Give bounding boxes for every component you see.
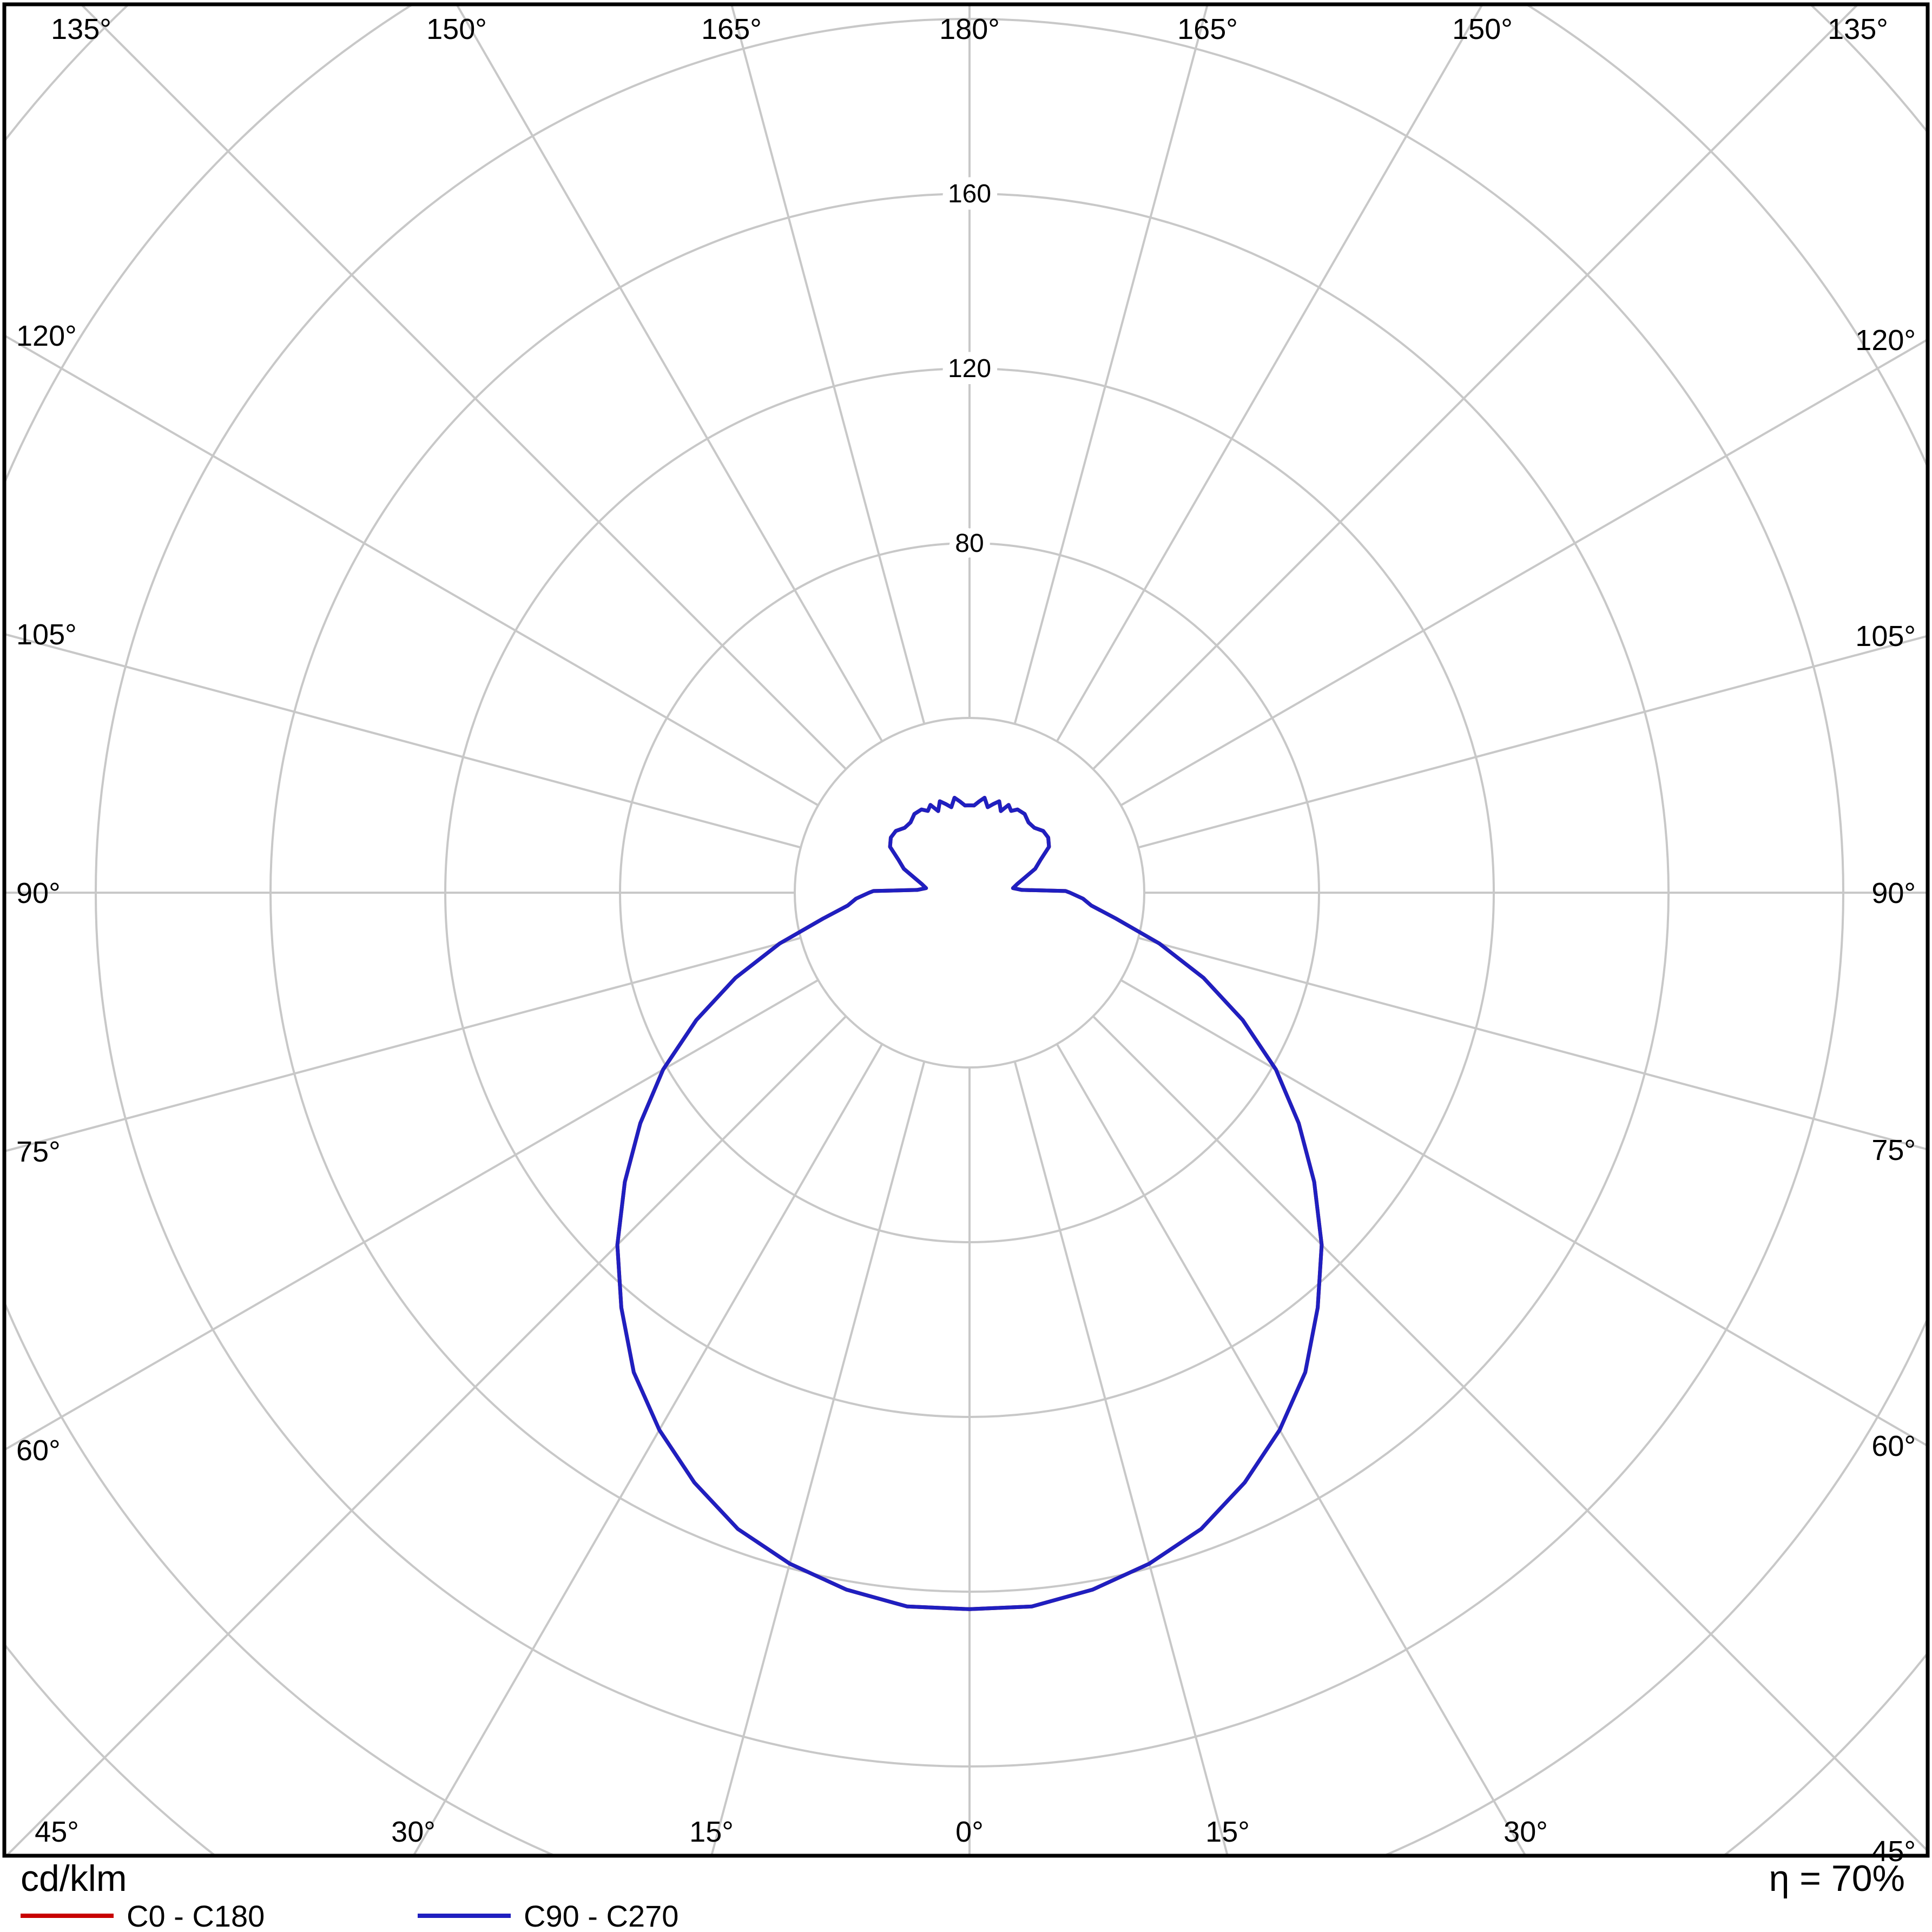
angle-label-150-left: 150° (426, 13, 487, 45)
angle-label-15-left: 15° (689, 1816, 734, 1848)
legend-label-c0-c180: C0 - C180 (127, 1898, 265, 1932)
grid-spoke-105 (1138, 635, 1928, 849)
legend-swatch-c0-c180-icon (21, 1914, 114, 1918)
angle-label-45-left: 45° (35, 1816, 79, 1848)
angle-label-120-left: 120° (16, 320, 77, 352)
angle-label-90-left: 90° (16, 877, 61, 909)
grid-spoke-165 (1013, 4, 1209, 724)
legend-label-c90-c270: C90 - C270 (524, 1898, 679, 1932)
intensity-curves (615, 796, 1324, 1611)
grid-spoke-195 (730, 4, 926, 724)
angle-label-45-right: 45° (1871, 1835, 1916, 1868)
grid-spoke-120 (1120, 338, 1928, 807)
ring-label-80: 80 (955, 529, 984, 558)
ring-label-120: 120 (948, 354, 991, 383)
grid-spoke-255 (4, 632, 801, 849)
angle-label-60-left: 60° (16, 1434, 61, 1467)
angle-label-105-right: 105° (1855, 620, 1916, 652)
angle-label-75-right: 75° (1871, 1134, 1916, 1166)
grid-spoke-210 (455, 4, 883, 742)
grid-spoke-240 (4, 334, 819, 807)
grid-spoke-135 (1092, 4, 1860, 770)
angle-label-135-left: 135° (51, 13, 111, 45)
angle-label-30-left: 30° (391, 1816, 436, 1848)
angle-label-120-right: 120° (1855, 324, 1916, 357)
angle-label-135-right: 135° (1828, 13, 1888, 45)
angle-label-180: 180° (939, 13, 1000, 45)
angle-label-105-left: 105° (16, 618, 77, 651)
unit-label: cd/klm (21, 1858, 127, 1899)
angle-label-75-left: 75° (16, 1136, 61, 1168)
grid-spoke-15 (1013, 1061, 1229, 1856)
angle-label-30-right: 30° (1504, 1816, 1548, 1848)
curve-C90-C270 (615, 796, 1324, 1611)
efficiency-label: η = 70% (1769, 1858, 1905, 1899)
angle-labels: 0° 15° 15° 30° 30° 45° 45° 60° 60° 75° 75° 90° 90° 10… (16, 13, 1916, 1868)
angle-label-150-right: 150° (1452, 13, 1513, 45)
grid-spoke-45 (1092, 1015, 1928, 1852)
grid-spoke-345 (710, 1061, 926, 1856)
angle-label-15-right: 15° (1205, 1816, 1250, 1848)
angle-label-165-left: 165° (701, 13, 762, 45)
legend-item-c0-c180: C0 - C180 (21, 1898, 265, 1932)
grid-spoke-75 (1138, 937, 1928, 1151)
grid-spoke-60 (1120, 979, 1928, 1447)
legend-swatch-c90-c270-icon (418, 1914, 511, 1918)
grid-spoke-315 (5, 1015, 847, 1856)
legend-item-c90-c270: C90 - C270 (418, 1898, 679, 1932)
ring-labels: 80 120 160 (941, 173, 998, 565)
grid-spoke-30 (1056, 1043, 1527, 1856)
grid-spoke-330 (412, 1043, 883, 1856)
grid-spoke-300 (4, 979, 819, 1452)
grid-spoke-150 (1056, 4, 1484, 742)
angle-label-60-right: 60° (1871, 1430, 1916, 1462)
angle-label-90-right: 90° (1871, 877, 1916, 909)
angle-label-0: 0° (955, 1816, 984, 1848)
angle-label-165-right: 165° (1177, 13, 1238, 45)
plot-border (2, 2, 1930, 1858)
grid-ring-40 (794, 717, 1145, 1069)
ring-label-160: 160 (948, 180, 991, 208)
grid-spoke-285 (4, 937, 801, 1153)
grid-spoke-225 (80, 4, 847, 770)
